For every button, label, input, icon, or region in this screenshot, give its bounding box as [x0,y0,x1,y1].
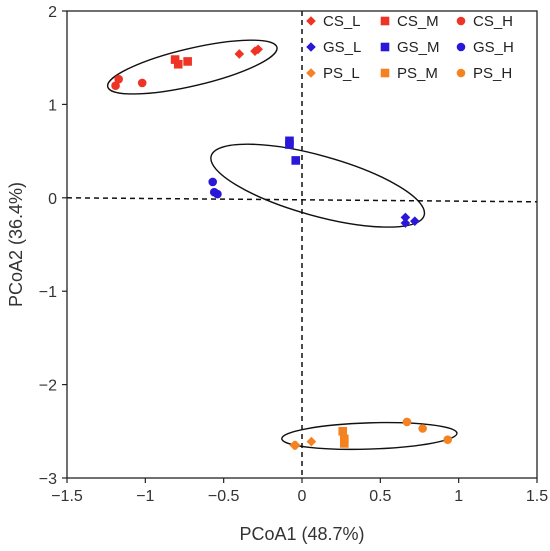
legend-marker [306,42,316,52]
legend-item-cs-l: CS_L [306,13,361,30]
legend-label: PS_H [473,65,512,82]
legend-item-gs-h: GS_H [456,39,514,56]
legend-item-ps-h: PS_H [456,65,512,82]
point-cs-m-2 [173,59,183,69]
legend-item-gs-l: GS_L [306,39,361,56]
point-cs-m-3 [183,57,192,66]
ellipse-ps [281,421,458,451]
legend-item-cs-m: CS_M [380,13,439,30]
legend-label: CS_L [323,13,361,30]
point-ps-m-3 [340,439,349,448]
group-ellipses [106,39,458,451]
y-tick-label: −3 [39,471,57,488]
point-ps-m-2 [340,434,349,444]
y-tick-label: −2 [39,378,57,395]
ellipse-gs [210,143,426,228]
legend-item-gs-m: GS_M [380,39,440,56]
point-cs-m-1 [170,55,180,64]
x-tick-label: −0.5 [208,488,240,505]
x-tick-label: −1 [136,488,154,505]
legend-label: GS_H [473,39,514,56]
legend: CS_L CS_M CS_H GS_L GS_M GS_H PS_L PS_M PS_H [306,13,514,82]
legend-marker [456,16,466,26]
legend-marker [380,16,390,26]
horizontal-zero-line [66,197,538,203]
x-tick-label: −1.5 [51,488,83,505]
legend-marker [456,42,466,52]
x-tick-label: 1.5 [526,488,548,505]
y-tick-label: 0 [48,191,57,208]
x-axis-title: PCoA1 (48.7%) [239,524,364,544]
legend-label: GS_M [397,39,440,56]
y-axis-title: PCoA2 (36.4%) [6,182,26,307]
y-axis-ticks: −3 −2 −1 0 1 2 [39,4,67,488]
legend-label: PS_L [323,65,360,82]
x-tick-label: 0.5 [369,488,391,505]
legend-marker [306,68,316,78]
point-cs-h-2 [114,74,123,84]
legend-marker [456,68,466,78]
reference-lines [66,11,538,478]
legend-label: PS_M [397,65,438,82]
y-tick-label: 2 [48,4,57,21]
point-gs-l-3 [410,216,420,226]
point-gs-m-2 [285,140,294,149]
legend-marker [380,42,390,52]
point-ps-l-3 [306,436,317,447]
point-gs-m-3 [291,156,301,165]
point-gs-h-1 [208,177,217,187]
x-tick-label: 0 [298,488,307,505]
point-ps-h-1 [402,417,412,427]
point-ps-h-2 [418,424,427,433]
point-gs-l-2 [400,218,411,228]
point-cs-l-3 [250,46,260,56]
legend-label: CS_M [397,13,439,30]
x-tick-label: 1 [454,488,463,505]
point-gs-h-3 [213,189,222,199]
point-ps-l-2 [290,440,301,451]
point-cs-l-1 [234,49,245,59]
point-ps-h-3 [443,435,453,445]
y-tick-label: 1 [48,97,57,114]
point-cs-h-1 [111,81,120,91]
point-ps-m-1 [338,427,348,436]
legend-item-ps-l: PS_L [306,65,360,82]
legend-label: CS_H [473,13,513,30]
legend-marker [380,68,390,78]
y-tick-label: −1 [39,284,57,301]
data-points [111,44,453,451]
point-cs-h-3 [137,78,147,88]
ellipse-cs [106,39,278,95]
legend-item-cs-h: CS_H [456,13,513,30]
legend-item-ps-m: PS_M [380,65,438,82]
x-axis-ticks: −1.5 −1 −0.5 0 0.5 1 1.5 [51,478,548,505]
legend-marker [306,16,316,26]
point-gs-l-1 [400,212,411,223]
point-cs-l-2 [253,44,263,55]
legend-label: GS_L [323,39,361,56]
